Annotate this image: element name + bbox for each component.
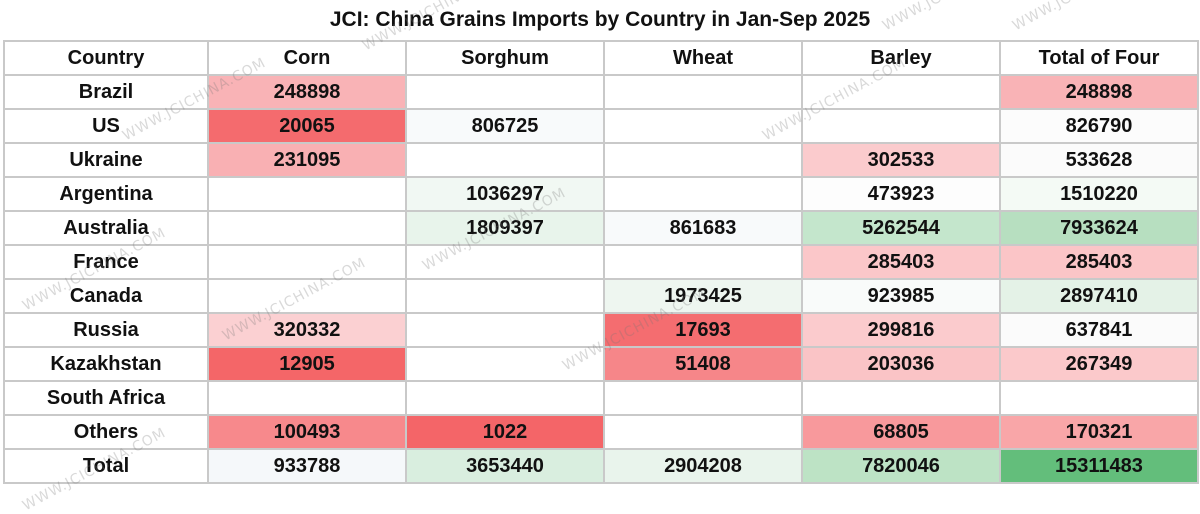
value-cell: 299816	[801, 312, 1001, 348]
value-cell	[603, 142, 803, 178]
value-cell	[603, 74, 803, 110]
value-cell: 20065	[207, 108, 407, 144]
value-cell: 533628	[999, 142, 1199, 178]
value-cell: 923985	[801, 278, 1001, 314]
table-row: Total 933788 3653440 2904208 7820046 15311483	[3, 448, 1199, 484]
table-row: Ukraine 231095 302533 533628	[3, 142, 1199, 178]
value-cell: 248898	[207, 74, 407, 110]
value-cell	[603, 108, 803, 144]
value-cell	[603, 380, 803, 416]
imports-table: Country Corn Sorghum Wheat Barley Total …	[3, 40, 1199, 484]
header-row: Country Corn Sorghum Wheat Barley Total …	[3, 40, 1199, 76]
value-cell	[207, 278, 407, 314]
value-cell: 267349	[999, 346, 1199, 382]
value-cell: 170321	[999, 414, 1199, 450]
value-cell: 7820046	[801, 448, 1001, 484]
value-cell	[207, 210, 407, 246]
value-cell	[603, 176, 803, 212]
value-cell: 806725	[405, 108, 605, 144]
country-cell: US	[3, 108, 209, 144]
value-cell	[801, 380, 1001, 416]
value-cell: 320332	[207, 312, 407, 348]
table-row: South Africa	[3, 380, 1199, 416]
column-header: Wheat	[603, 40, 803, 76]
country-cell: Russia	[3, 312, 209, 348]
column-header: Total of Four	[999, 40, 1199, 76]
country-cell: Kazakhstan	[3, 346, 209, 382]
value-cell: 17693	[603, 312, 803, 348]
value-cell: 12905	[207, 346, 407, 382]
country-cell: Canada	[3, 278, 209, 314]
table-row: US 20065 806725 826790	[3, 108, 1199, 144]
table-row: Canada 1973425 923985 2897410	[3, 278, 1199, 314]
value-cell: 3653440	[405, 448, 605, 484]
column-header: Country	[3, 40, 209, 76]
country-cell: Total	[3, 448, 209, 484]
value-cell	[603, 414, 803, 450]
value-cell: 473923	[801, 176, 1001, 212]
table-body: Brazil 248898 248898 US 20065 806725 826790 Ukr…	[3, 74, 1199, 484]
table-row: France 285403 285403	[3, 244, 1199, 280]
value-cell: 637841	[999, 312, 1199, 348]
value-cell: 231095	[207, 142, 407, 178]
table-row: Russia 320332 17693 299816 637841	[3, 312, 1199, 348]
table-row: Kazakhstan 12905 51408 203036 267349	[3, 346, 1199, 382]
value-cell: 7933624	[999, 210, 1199, 246]
country-cell: Brazil	[3, 74, 209, 110]
country-cell: Australia	[3, 210, 209, 246]
value-cell: 51408	[603, 346, 803, 382]
value-cell: 302533	[801, 142, 1001, 178]
country-cell: France	[3, 244, 209, 280]
value-cell	[405, 142, 605, 178]
value-cell: 1809397	[405, 210, 605, 246]
value-cell: 861683	[603, 210, 803, 246]
table-row: Argentina 1036297 473923 1510220	[3, 176, 1199, 212]
value-cell	[801, 108, 1001, 144]
value-cell: 826790	[999, 108, 1199, 144]
value-cell	[405, 244, 605, 280]
value-cell: 285403	[999, 244, 1199, 280]
value-cell: 1973425	[603, 278, 803, 314]
value-cell: 68805	[801, 414, 1001, 450]
column-header: Sorghum	[405, 40, 605, 76]
value-cell	[207, 380, 407, 416]
value-cell: 100493	[207, 414, 407, 450]
country-cell: Others	[3, 414, 209, 450]
table-row: Brazil 248898 248898	[3, 74, 1199, 110]
value-cell: 5262544	[801, 210, 1001, 246]
value-cell	[801, 74, 1001, 110]
value-cell	[603, 244, 803, 280]
value-cell: 1036297	[405, 176, 605, 212]
table-title: JCI: China Grains Imports by Country in …	[329, 8, 871, 31]
country-cell: South Africa	[3, 380, 209, 416]
table-row: Australia 1809397 861683 5262544 7933624	[3, 210, 1199, 246]
value-cell: 933788	[207, 448, 407, 484]
value-cell	[405, 312, 605, 348]
value-cell: 248898	[999, 74, 1199, 110]
country-cell: Ukraine	[3, 142, 209, 178]
value-cell	[999, 380, 1199, 416]
value-cell: 15311483	[999, 448, 1199, 484]
value-cell	[405, 74, 605, 110]
value-cell: 2904208	[603, 448, 803, 484]
column-header: Corn	[207, 40, 407, 76]
value-cell: 1510220	[999, 176, 1199, 212]
value-cell	[405, 380, 605, 416]
value-cell: 2897410	[999, 278, 1199, 314]
value-cell	[207, 244, 407, 280]
value-cell: 1022	[405, 414, 605, 450]
value-cell	[207, 176, 407, 212]
column-header: Barley	[801, 40, 1001, 76]
value-cell	[405, 346, 605, 382]
country-cell: Argentina	[3, 176, 209, 212]
value-cell: 285403	[801, 244, 1001, 280]
value-cell	[405, 278, 605, 314]
value-cell: 203036	[801, 346, 1001, 382]
table-row: Others 100493 1022 68805 170321	[3, 414, 1199, 450]
